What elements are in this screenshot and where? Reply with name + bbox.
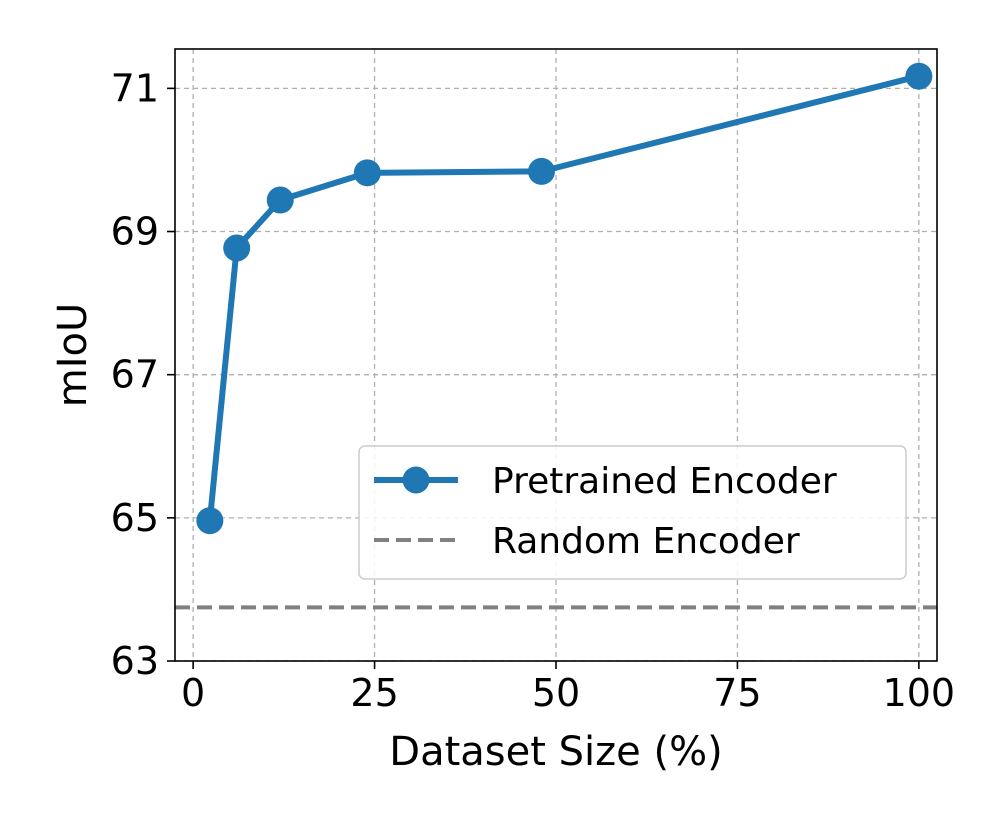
y-tick-label-69: 69 (111, 210, 159, 254)
x-tick-label-50: 50 (532, 671, 580, 715)
legend-text-random: Random Encoder (492, 521, 800, 562)
series-layer (175, 62, 937, 610)
legend-box (358, 445, 907, 580)
legend-text-pretrained: Pretrained Encoder (492, 461, 837, 502)
x-axis-label: Dataset Size (%) (389, 729, 722, 775)
pretrained-encoder-point-5 (905, 62, 933, 90)
legend-marker-pretrained (402, 466, 430, 494)
pretrained-encoder-point-0 (196, 507, 224, 535)
pretrained-encoder-point-1 (223, 234, 251, 262)
x-tick-label-100: 100 (883, 671, 956, 715)
y-tick-label-67: 67 (111, 353, 159, 397)
ticks: 0 25 50 75 100 63 65 67 69 71 (111, 66, 955, 715)
pretrained-encoder-line (206, 73, 920, 521)
pretrained-encoder-point-4 (527, 157, 555, 185)
x-tick-label-75: 75 (713, 671, 761, 715)
x-tick-label-25: 25 (350, 671, 398, 715)
pretrained-encoder-point-3 (353, 159, 381, 187)
x-tick-label-0: 0 (181, 671, 205, 715)
legend: Pretrained Encoder Random Encoder (358, 445, 907, 580)
y-tick-label-65: 65 (111, 496, 159, 540)
y-axis-label: mIoU (50, 303, 96, 408)
y-tick-label-63: 63 (111, 639, 159, 683)
y-tick-label-71: 71 (111, 66, 159, 110)
pretrained-encoder-point-2 (266, 186, 294, 214)
